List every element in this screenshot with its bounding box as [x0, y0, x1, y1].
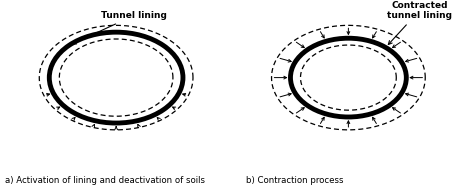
Text: a) Activation of lining and deactivation of soils: a) Activation of lining and deactivation… [5, 176, 205, 185]
Circle shape [49, 32, 183, 123]
Text: Contracted
tunnel lining: Contracted tunnel lining [387, 1, 452, 45]
Text: b) Contraction process: b) Contraction process [246, 176, 344, 185]
Circle shape [291, 38, 406, 117]
Text: Tunnel lining: Tunnel lining [73, 11, 167, 44]
